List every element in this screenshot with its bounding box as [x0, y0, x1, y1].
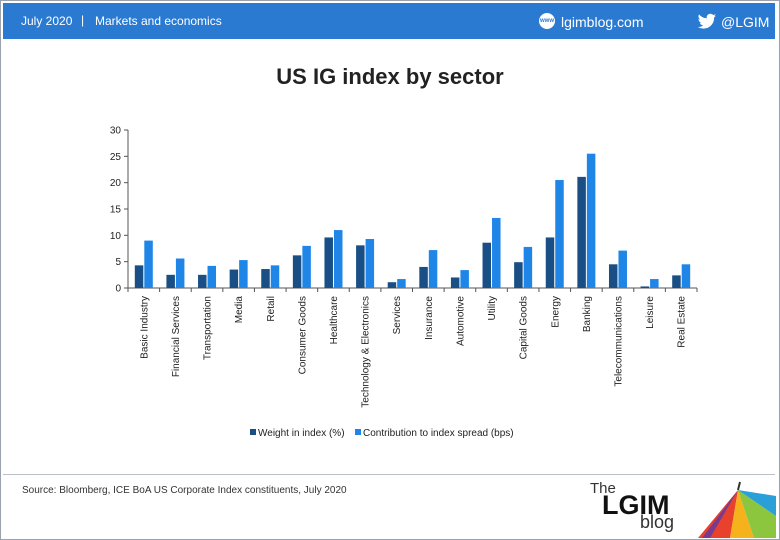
bar-contribution: [650, 279, 659, 288]
bar-contribution: [207, 265, 217, 288]
category-label: Transportation: [203, 296, 214, 360]
bar-weight: [134, 265, 144, 288]
legend-label: Contribution to index spread (bps): [363, 428, 514, 439]
category-label: Retail: [266, 296, 277, 322]
bar-weight: [419, 266, 428, 288]
category-label: Consumer Goods: [297, 296, 308, 374]
category-label: Leisure: [645, 296, 656, 329]
bar-weight: [672, 275, 681, 288]
category-label: Utility: [487, 296, 498, 320]
category-label: Basic Industry: [139, 296, 150, 359]
bar-weight: [545, 237, 555, 288]
category-label: Technology & Electronics: [361, 296, 372, 408]
bar-contribution: [397, 279, 406, 288]
y-tick-label: 0: [115, 284, 121, 295]
bar-weight: [577, 176, 586, 288]
bar-contribution: [428, 250, 438, 288]
topic-label[interactable]: Markets and economics: [95, 14, 222, 28]
category-label: Real Estate: [677, 296, 688, 348]
bar-weight: [198, 274, 207, 288]
footer-divider: [3, 474, 775, 475]
bar-contribution: [270, 265, 280, 288]
umbrella-icon: [698, 481, 776, 538]
logo-blog: blog: [640, 512, 675, 532]
category-label: Services: [392, 296, 403, 334]
y-tick-label: 30: [110, 126, 122, 137]
bar-contribution: [144, 240, 153, 288]
y-tick-label: 20: [110, 178, 122, 189]
bar-weight: [166, 274, 175, 288]
bar-contribution: [618, 250, 627, 288]
legend-label: Weight in index (%): [258, 428, 345, 439]
bar-weight: [292, 255, 302, 288]
bar-contribution: [333, 230, 343, 288]
bar-weight: [356, 245, 365, 288]
source-note: Source: Bloomberg, ICE BoA US Corporate …: [22, 485, 347, 496]
bar-contribution: [492, 217, 501, 288]
bar-contribution: [175, 258, 185, 288]
y-tick-label: 10: [110, 231, 122, 242]
lgim-blog-logo: The LGIM blog: [580, 476, 776, 538]
publication-date: July 2020: [21, 14, 73, 28]
globe-icon: www: [539, 13, 555, 29]
bar-contribution: [239, 260, 248, 288]
category-label: Capital Goods: [519, 296, 530, 359]
logo-lgim: LGIM: [602, 490, 670, 520]
bar-contribution: [586, 153, 596, 288]
legend-swatch: [250, 429, 256, 435]
bar-chart: 0 5 10 15 20 25 30 Basic Industry Financial Serv…: [110, 126, 698, 439]
twitter-handle: @LGIM: [721, 14, 770, 30]
category-label: Insurance: [424, 296, 435, 340]
bar-contribution: [681, 264, 691, 288]
category-label: Banking: [582, 296, 593, 332]
y-tick-label: 15: [110, 205, 122, 216]
header-separator: |: [81, 13, 85, 27]
top-bar: July 2020 | Markets and economics www lg…: [3, 3, 775, 39]
category-label: Telecommunications: [613, 296, 624, 387]
bar-weight: [608, 264, 618, 288]
category-label: Energy: [550, 296, 561, 328]
bar-weight: [482, 242, 492, 288]
logo-the: The: [590, 480, 616, 497]
site-url: lgimblog.com: [561, 14, 644, 30]
bar-weight: [229, 269, 239, 288]
twitter-icon: [697, 13, 717, 29]
bar-weight: [387, 282, 397, 288]
bar-contribution: [365, 239, 375, 288]
category-label: Financial Services: [171, 296, 182, 377]
bar-weight: [261, 269, 270, 288]
category-label: Automotive: [455, 296, 466, 346]
category-label: Media: [234, 296, 245, 324]
category-label: Healthcare: [329, 296, 340, 345]
legend-swatch: [355, 429, 361, 435]
bar-contribution: [555, 180, 564, 288]
bar-contribution: [523, 246, 533, 288]
bar-weight: [640, 286, 650, 288]
bar-contribution: [460, 270, 469, 288]
bar-weight: [450, 277, 460, 288]
bar-contribution: [302, 245, 311, 288]
bar-weight: [324, 237, 333, 288]
chart-title: US IG index by sector: [276, 64, 504, 89]
y-tick-label: 25: [110, 152, 122, 163]
y-tick-label: 5: [115, 257, 121, 268]
bar-weight: [514, 262, 523, 288]
